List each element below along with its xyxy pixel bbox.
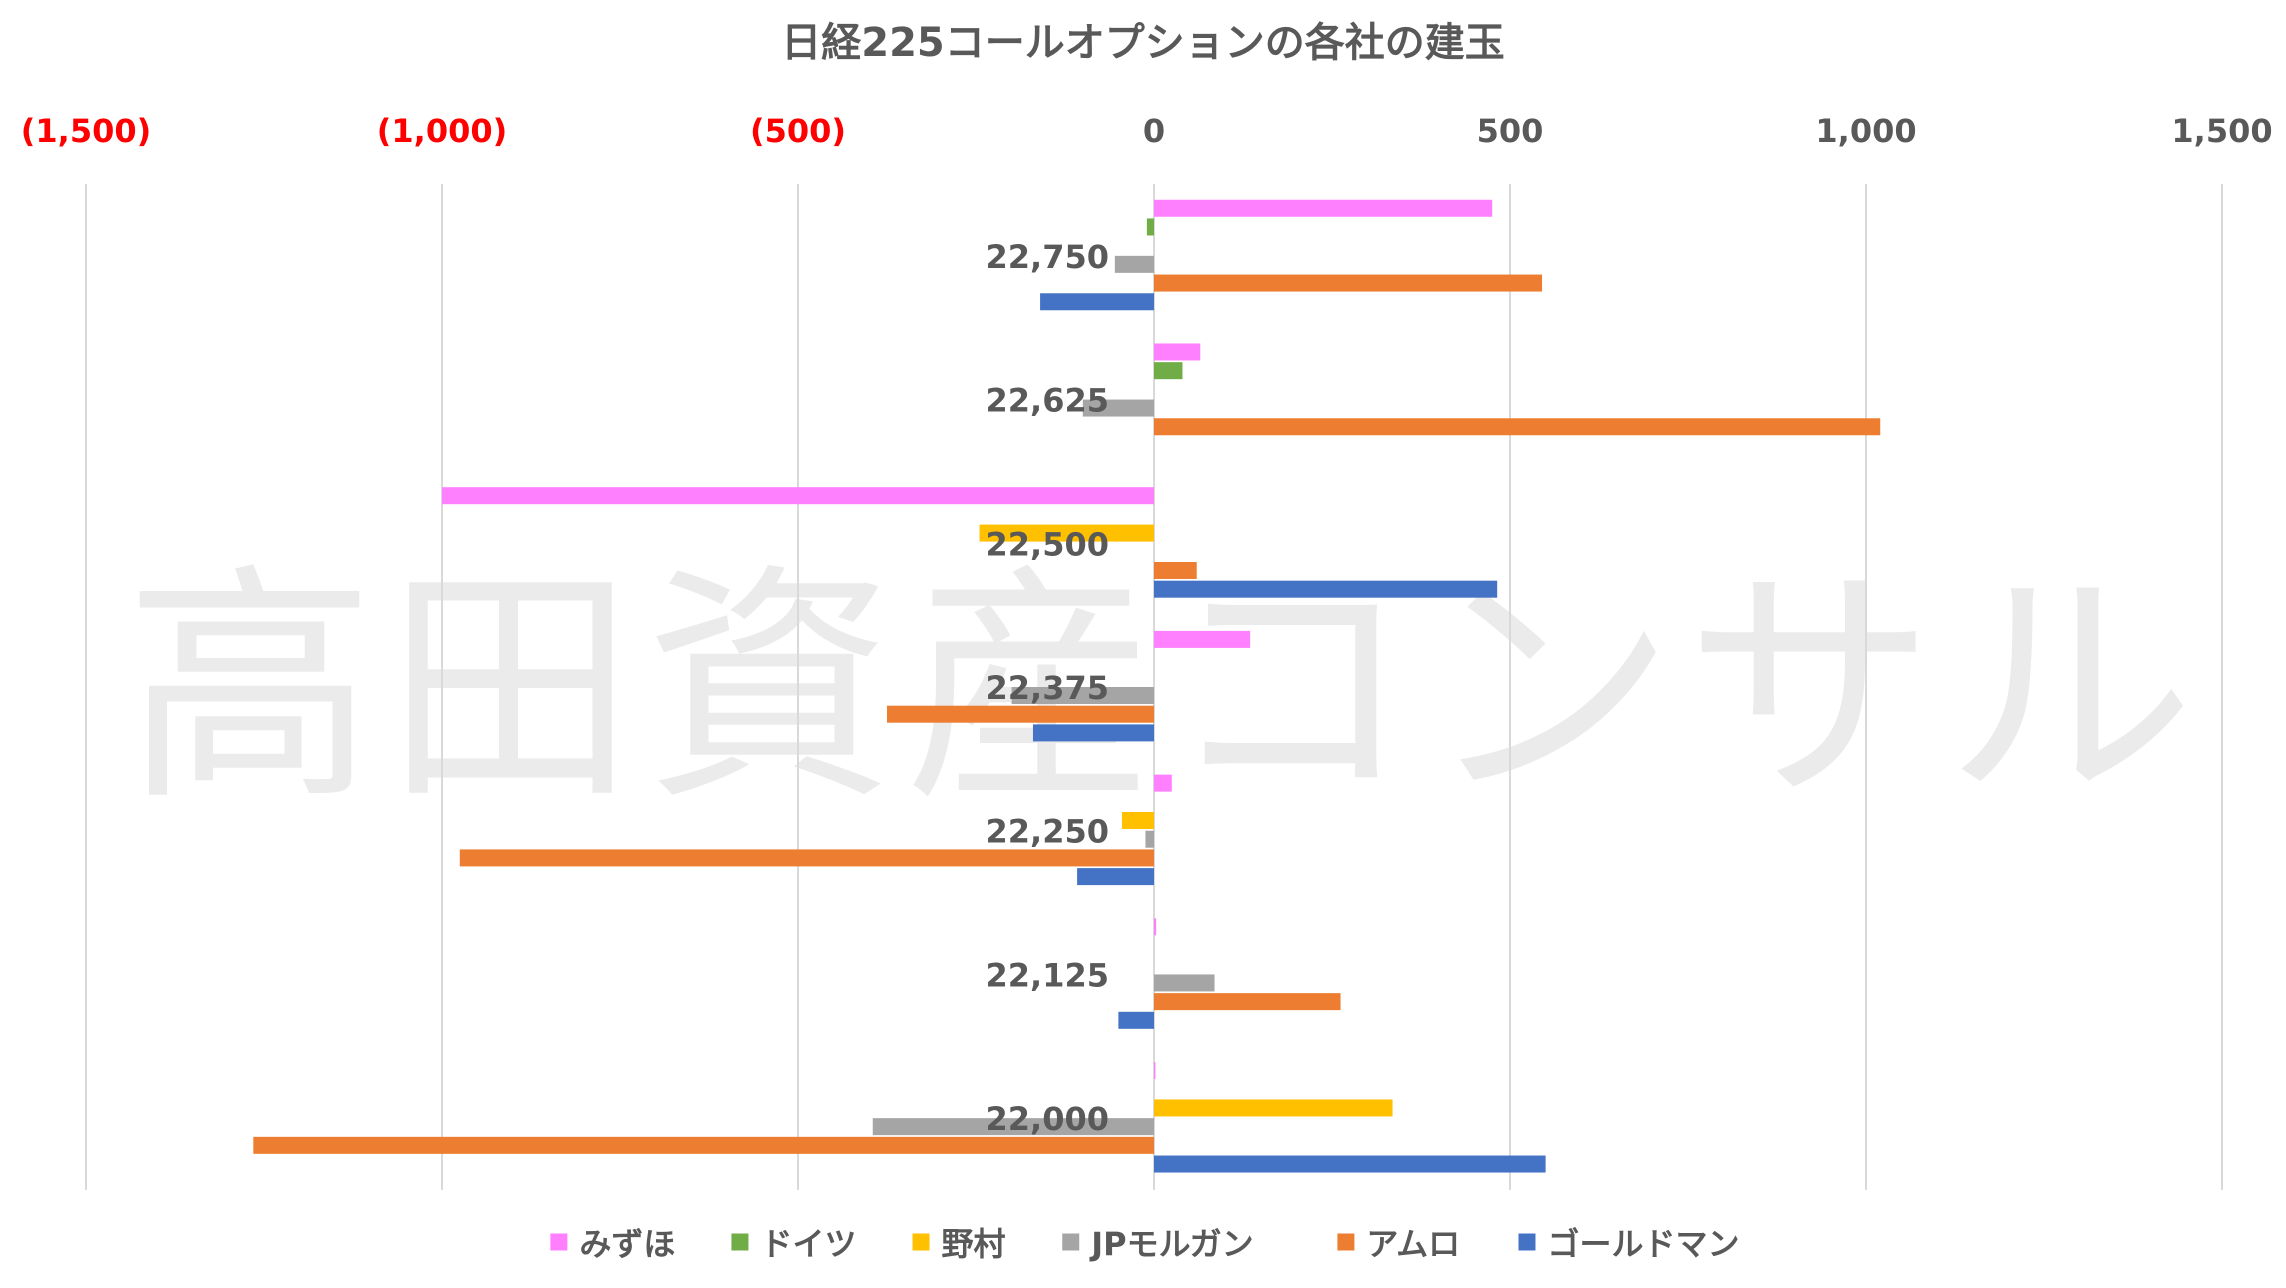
legend-label: みずほ xyxy=(579,1225,675,1263)
bar-1-3 xyxy=(442,487,1154,505)
bar-1-6 xyxy=(1154,918,1157,936)
legend-label: ゴールドマン xyxy=(1547,1225,1739,1263)
bar-1-1 xyxy=(1154,199,1493,217)
bar-4-4 xyxy=(1011,687,1154,704)
legend-swatch xyxy=(1062,1233,1080,1251)
bar-5-4 xyxy=(887,705,1154,723)
category-label: 22,125 xyxy=(986,956,1109,994)
bar-3-5 xyxy=(1121,812,1154,830)
legend-label: JPモルガン xyxy=(1089,1225,1253,1263)
legend-swatch xyxy=(912,1233,930,1251)
x-tick-label: (1,500) xyxy=(21,112,151,150)
legend-swatch xyxy=(550,1233,568,1251)
bar-1-2 xyxy=(1154,343,1201,361)
category-label: 22,375 xyxy=(986,669,1109,707)
bar-3-7 xyxy=(1154,1099,1393,1117)
x-tick-label: (500) xyxy=(750,112,846,150)
legend-label: ドイツ xyxy=(760,1225,856,1263)
bar-2-1 xyxy=(1146,218,1154,236)
category-label: 22,000 xyxy=(986,1100,1109,1138)
x-tick-label: 500 xyxy=(1477,112,1544,150)
bar-5-3 xyxy=(1154,561,1197,579)
bar-6-3 xyxy=(1154,580,1498,598)
category-label: 22,750 xyxy=(986,238,1109,276)
category-label: 22,250 xyxy=(986,813,1109,851)
bar-4-6 xyxy=(1154,974,1215,992)
legend-swatch xyxy=(731,1233,749,1251)
legend-label: アムロ xyxy=(1366,1225,1460,1263)
bar-4-7 xyxy=(872,1118,1154,1136)
x-tick-label: 1,000 xyxy=(1815,112,1916,150)
x-tick-label: (1,000) xyxy=(377,112,507,150)
legend-swatch xyxy=(1518,1233,1536,1251)
category-label: 22,625 xyxy=(986,382,1109,420)
bar-6-4 xyxy=(1032,724,1154,742)
chart-title: 日経225コールオプションの各社の建玉 xyxy=(781,20,1505,66)
bar-5-2 xyxy=(1154,418,1881,436)
bar-6-1 xyxy=(1040,293,1154,311)
bar-1-5 xyxy=(1154,774,1172,792)
bar-1-7 xyxy=(1154,1062,1156,1080)
bar-5-1 xyxy=(1154,274,1543,292)
bar-6-7 xyxy=(1154,1155,1546,1173)
bar-6-5 xyxy=(1077,868,1154,886)
bar-5-6 xyxy=(1154,993,1341,1011)
bar-4-5 xyxy=(1145,830,1154,848)
bar-6-6 xyxy=(1118,1011,1154,1029)
bar-3-3 xyxy=(979,524,1154,542)
bar-5-5 xyxy=(459,849,1154,867)
bar-5-7 xyxy=(253,1136,1154,1154)
x-tick-label: 1,500 xyxy=(2171,112,2272,150)
legend-swatch xyxy=(1337,1233,1355,1251)
bar-4-1 xyxy=(1114,255,1154,273)
bar-4-2 xyxy=(1082,399,1154,417)
bar-2-2 xyxy=(1154,362,1183,380)
category-label: 22,500 xyxy=(986,525,1109,563)
x-tick-label: 0 xyxy=(1143,112,1165,150)
bar-1-4 xyxy=(1154,630,1251,648)
legend-label: 野村 xyxy=(942,1225,1006,1263)
